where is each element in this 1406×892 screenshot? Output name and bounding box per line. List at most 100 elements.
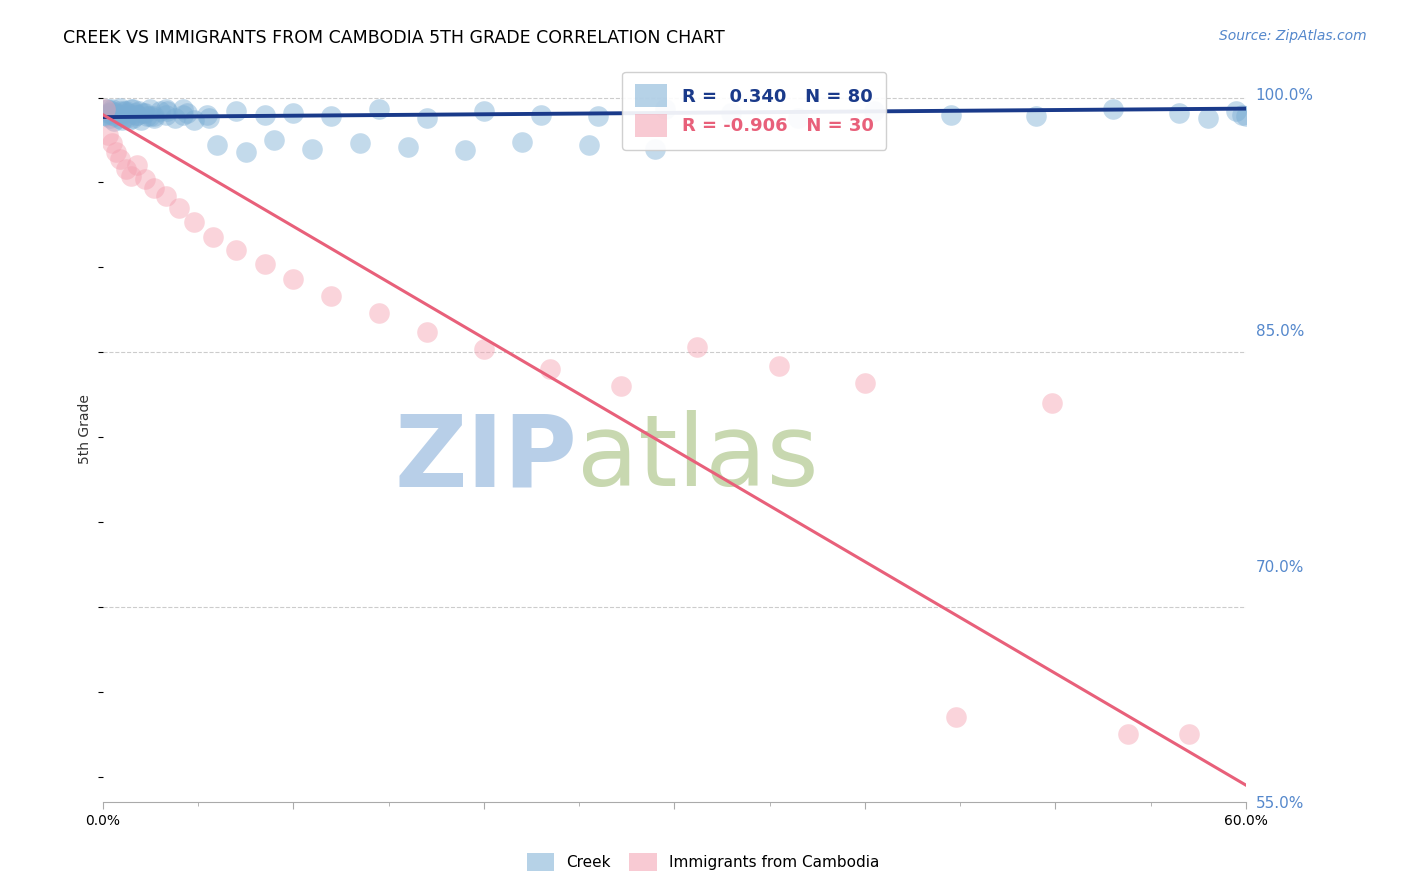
Point [120, 103, 142, 117]
Point [122, 103, 145, 117]
Point [1225, 104, 1247, 119]
Point [108, 101, 131, 115]
Point [1168, 106, 1191, 120]
Point [167, 201, 190, 215]
Point [124, 106, 146, 120]
Point [129, 112, 152, 127]
Point [1197, 111, 1219, 125]
Point [105, 145, 128, 159]
Point [253, 257, 276, 271]
Point [415, 111, 437, 125]
Point [176, 106, 198, 120]
Point [586, 109, 609, 123]
Text: atlas: atlas [576, 410, 818, 507]
Point [540, 362, 562, 376]
Point [1178, 727, 1201, 741]
Point [263, 133, 285, 147]
Point [108, 104, 131, 119]
Point [155, 189, 177, 203]
Point [1234, 109, 1257, 123]
Point [863, 104, 886, 119]
Point [202, 229, 225, 244]
Point [396, 140, 419, 154]
Point [155, 107, 177, 121]
Point [283, 106, 305, 120]
Point [1116, 727, 1139, 741]
Point [172, 107, 194, 121]
Point [122, 111, 145, 125]
Point [125, 107, 148, 121]
Point [530, 107, 553, 121]
Point [93, 107, 115, 121]
Point [368, 306, 391, 320]
Point [111, 112, 134, 127]
Point [98, 111, 121, 125]
Point [205, 138, 228, 153]
Point [114, 104, 136, 119]
Point [156, 104, 179, 119]
Point [578, 138, 600, 153]
Point [108, 152, 131, 166]
Point [98, 106, 121, 120]
Text: CREEK VS IMMIGRANTS FROM CAMBODIA 5TH GRADE CORRELATION CHART: CREEK VS IMMIGRANTS FROM CAMBODIA 5TH GR… [63, 29, 725, 46]
Point [125, 107, 148, 121]
Text: ZIP: ZIP [394, 410, 576, 507]
Point [114, 109, 136, 123]
Point [1230, 107, 1253, 121]
Point [283, 272, 305, 286]
Point [97, 128, 120, 142]
Point [97, 103, 120, 117]
Point [787, 111, 810, 125]
Point [853, 376, 876, 390]
Point [139, 109, 162, 123]
Point [101, 136, 124, 151]
Point [134, 106, 156, 120]
Point [114, 111, 136, 125]
Point [101, 104, 124, 119]
Point [644, 141, 666, 155]
Y-axis label: 5th Grade: 5th Grade [79, 393, 93, 464]
Text: Source: ZipAtlas.com: Source: ZipAtlas.com [1219, 29, 1367, 43]
Point [349, 136, 371, 151]
Legend: R =  0.340   N = 80, R = -0.906   N = 30: R = 0.340 N = 80, R = -0.906 N = 30 [623, 71, 886, 150]
Point [225, 104, 247, 119]
Point [105, 106, 128, 120]
Point [415, 325, 437, 339]
Point [134, 172, 156, 186]
Point [183, 214, 205, 228]
Point [120, 169, 142, 183]
Point [225, 244, 247, 258]
Point [197, 107, 219, 121]
Point [114, 161, 136, 176]
Point [143, 111, 166, 125]
Point [686, 340, 709, 354]
Point [143, 109, 166, 123]
Point [131, 106, 153, 120]
Point [103, 114, 125, 128]
Point [945, 710, 967, 724]
Point [128, 104, 150, 119]
Point [97, 106, 120, 120]
Point [1101, 103, 1123, 117]
Point [183, 112, 205, 127]
Point [610, 379, 633, 393]
Point [107, 111, 129, 125]
Point [107, 107, 129, 121]
Point [235, 145, 257, 159]
Point [101, 103, 124, 117]
Point [472, 342, 495, 356]
Point [155, 103, 177, 117]
Point [118, 112, 141, 127]
Point [368, 103, 391, 117]
Point [720, 106, 742, 120]
Point [253, 107, 276, 121]
Point [165, 111, 187, 125]
Point [96, 109, 118, 123]
Point [301, 141, 323, 155]
Point [768, 359, 790, 373]
Point [139, 103, 162, 117]
Point [149, 104, 172, 119]
Point [454, 143, 477, 157]
Point [939, 107, 962, 121]
Point [321, 109, 343, 123]
